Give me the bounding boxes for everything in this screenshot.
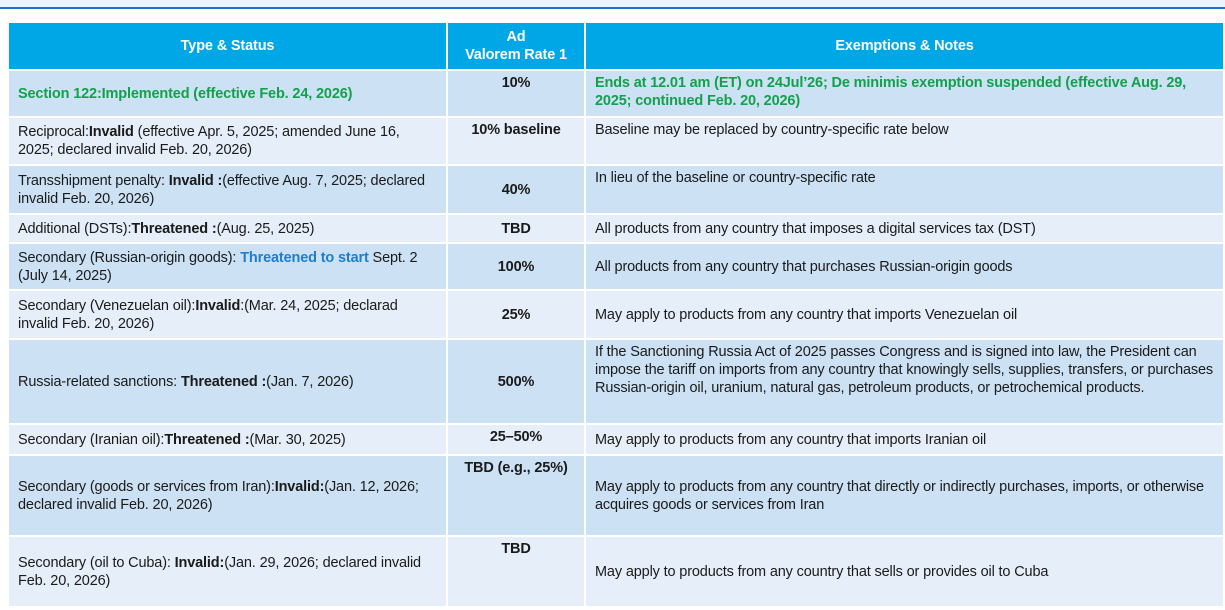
notes-cell: All products from any country that purch…	[584, 242, 1225, 291]
rate-cell: TBD	[446, 535, 586, 608]
type-status-text: Reciprocal:	[18, 124, 89, 140]
notes-cell: All products from any country that impos…	[584, 213, 1225, 244]
rate-cell: 40%	[446, 164, 586, 215]
notes-cell: In lieu of the baseline or country-speci…	[584, 164, 1225, 215]
notes-text: All products from any country that impos…	[595, 220, 1036, 237]
type-status-cell: Secondary (Russian-origin goods): Threat…	[7, 242, 448, 291]
notes-cell: May apply to products from any country t…	[584, 535, 1225, 608]
type-status-cell: Russia-related sanctions: Threatened :(J…	[7, 338, 448, 425]
type-status-text: (Mar. 30, 2025)	[249, 431, 346, 448]
type-status-text: Secondary (oil to Cuba):	[18, 554, 175, 571]
rate-cell: 10%	[446, 69, 586, 118]
type-status-text: (Jan. 7, 2026)	[266, 373, 354, 390]
rate-cell: 10% baseline	[446, 116, 586, 166]
type-status-text: Threatened to start	[240, 249, 369, 266]
table-row: Secondary (goods or services from Iran):…	[7, 454, 1225, 537]
type-status-cell: Secondary (Venezuelan oil):Invalid:(Mar.…	[7, 289, 448, 340]
notes-cell: Ends at 12.01 am (ET) on 24Jul’26; De mi…	[584, 69, 1225, 118]
type-status-text: Threatened :	[180, 373, 267, 390]
title-divider	[0, 7, 1225, 9]
rate-cell: 100%	[446, 242, 586, 291]
notes-cell: May apply to products from any country t…	[584, 423, 1225, 456]
type-status-text: (effective Apr. 5, 2025; amended June 16…	[18, 124, 400, 158]
table-row: Secondary (Russian-origin goods): Threat…	[7, 242, 1225, 291]
type-status-text: Secondary (Venezuelan oil):	[18, 297, 196, 314]
header-notes: Exemptions & Notes	[584, 21, 1225, 71]
table-row: Russia-related sanctions: Threatened :(J…	[7, 338, 1225, 425]
type-status-cell: Section 122:Implemented (effective Feb. …	[7, 69, 448, 118]
notes-text: Ends at 12.01 am (ET) on 24Jul’26; De mi…	[595, 75, 1187, 109]
header-rate-line: Ad	[506, 29, 526, 45]
type-status-text: Threatened :	[131, 220, 217, 237]
slide-title-strip	[0, 0, 1225, 7]
table-body: Section 122:Implemented (effective Feb. …	[7, 69, 1225, 608]
table-row: Secondary (oil to Cuba): Invalid:(Jan. 2…	[7, 535, 1225, 608]
tariff-table: Type & Status Ad Valorem Rate 1 Exemption…	[7, 21, 1225, 608]
type-status-text: (Jan. 12, 2026; declared invalid Feb. 20…	[18, 478, 419, 513]
type-status-text: Transshipment penalty:	[18, 172, 169, 189]
notes-text: May apply to products from any country t…	[595, 563, 1049, 580]
type-status-text: Section 122:Implemented (effective Feb. …	[18, 85, 353, 102]
type-status-cell: Secondary (oil to Cuba): Invalid:(Jan. 2…	[7, 535, 448, 608]
notes-cell: If the Sanctioning Russia Act of 2025 pa…	[584, 338, 1225, 425]
type-status-cell: Secondary (goods or services from Iran):…	[7, 454, 448, 537]
type-status-text: Threatened :	[164, 431, 250, 448]
notes-text: May apply to products from any country t…	[595, 306, 1018, 323]
table-header-row: Type & Status Ad Valorem Rate 1 Exemption…	[7, 21, 1225, 71]
type-status-cell: Additional (DSTs):Threatened :(Aug. 25, …	[7, 213, 448, 244]
type-status-cell: Secondary (Iranian oil):Threatened :(Mar…	[7, 423, 448, 456]
type-status-text: Invalid:	[274, 478, 325, 495]
notes-text: If the Sanctioning Russia Act of 2025 pa…	[595, 344, 1214, 396]
type-status-text: (Aug. 25, 2025)	[216, 220, 315, 237]
rate-cell: 25–50%	[446, 423, 586, 456]
type-status-text: Secondary (Russian-origin goods):	[18, 249, 241, 266]
rate-cell: TBD	[446, 213, 586, 244]
table-row: Additional (DSTs):Threatened :(Aug. 25, …	[7, 213, 1225, 244]
header-rate-line: Valorem Rate 1	[465, 47, 567, 63]
table-row: Section 122:Implemented (effective Feb. …	[7, 69, 1225, 118]
notes-text: All products from any country that purch…	[595, 258, 1013, 275]
notes-cell: May apply to products from any country t…	[584, 289, 1225, 340]
type-status-text: Invalid	[88, 124, 134, 140]
type-status-text: :(Mar. 24, 2025; declarad invalid Feb. 2…	[18, 297, 398, 332]
notes-text: In lieu of the baseline or country-speci…	[595, 170, 876, 186]
notes-text: May apply to products from any country t…	[595, 431, 987, 448]
notes-cell: Baseline may be replaced by country-spec…	[584, 116, 1225, 166]
notes-text: Baseline may be replaced by country-spec…	[595, 122, 949, 138]
table-row: Transshipment penalty: Invalid :(effecti…	[7, 164, 1225, 215]
header-type-status: Type & Status	[7, 21, 448, 71]
table-row: Secondary (Iranian oil):Threatened :(Mar…	[7, 423, 1225, 456]
type-status-cell: Transshipment penalty: Invalid :(effecti…	[7, 164, 448, 215]
type-status-text: Russia-related sanctions:	[18, 373, 181, 390]
rate-cell: TBD (e.g., 25%)	[446, 454, 586, 537]
header-rate: Ad Valorem Rate 1	[446, 21, 586, 71]
type-status-cell: Reciprocal:Invalid (effective Apr. 5, 20…	[7, 116, 448, 166]
type-status-text: Additional (DSTs):	[18, 220, 132, 237]
notes-cell: May apply to products from any country t…	[584, 454, 1225, 537]
type-status-text: Invalid	[195, 297, 241, 314]
type-status-text: Secondary (Iranian oil):	[18, 431, 165, 448]
type-status-text: (effective Aug. 7, 2025; declared invali…	[18, 172, 425, 207]
rate-cell: 500%	[446, 338, 586, 425]
notes-text: May apply to products from any country t…	[595, 478, 1204, 513]
rate-cell: 25%	[446, 289, 586, 340]
table-row: Secondary (Venezuelan oil):Invalid:(Mar.…	[7, 289, 1225, 340]
type-status-text: (Jan. 29, 2026; declared invalid Feb. 20…	[18, 554, 421, 589]
type-status-text: Secondary (goods or services from Iran):	[18, 478, 275, 495]
type-status-text: Invalid :	[168, 172, 223, 189]
type-status-text: Sept. 2 (July 14, 2025)	[18, 249, 418, 284]
type-status-text: Invalid:	[174, 554, 225, 571]
table-row: Reciprocal:Invalid (effective Apr. 5, 20…	[7, 116, 1225, 166]
